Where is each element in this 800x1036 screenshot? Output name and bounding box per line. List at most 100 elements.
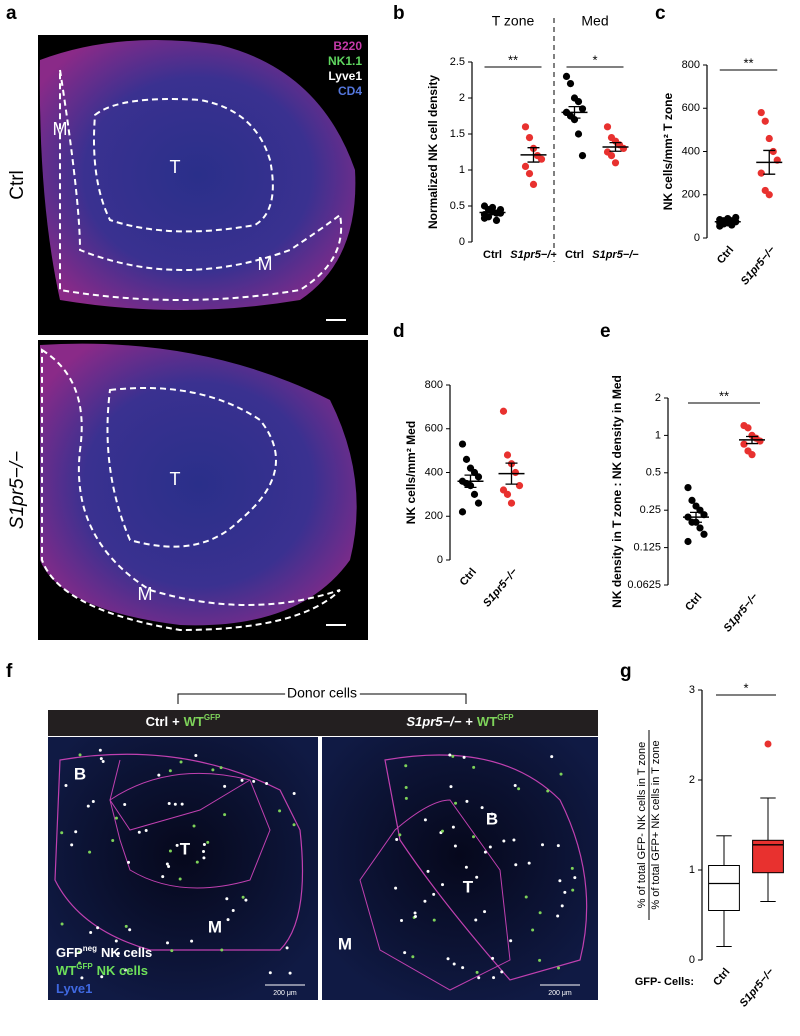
cell [111, 839, 115, 843]
legend-entry: GFPneg NK cells [56, 944, 152, 960]
data-point [611, 159, 620, 167]
y-tick-label: 1 [459, 164, 465, 176]
data-point [488, 203, 497, 212]
y-tick-label: 0 [694, 232, 700, 244]
data-point [525, 134, 534, 142]
cell [550, 755, 554, 759]
y-tick-label: 2 [655, 392, 661, 404]
cell [225, 897, 229, 901]
cell [411, 955, 415, 959]
cell [570, 866, 574, 870]
cell [157, 773, 161, 777]
cell [123, 968, 127, 972]
cell [114, 939, 118, 943]
cell [175, 843, 179, 847]
data-point [716, 222, 724, 230]
x-tick-label: Ctrl [683, 591, 704, 613]
data-point [470, 490, 479, 498]
cell [475, 970, 479, 974]
cell [100, 975, 104, 979]
error-bar [464, 474, 477, 489]
data-point [525, 170, 534, 178]
cell [413, 911, 417, 915]
y-tick-label: 400 [682, 145, 700, 157]
x-tick-label: Ctrl [711, 966, 732, 988]
y-tick-label: 1 [689, 864, 695, 876]
y-tick-label: 0 [459, 236, 465, 248]
error-bar [763, 149, 776, 175]
data-point [578, 105, 587, 113]
data-point [480, 214, 489, 222]
data-point [603, 123, 612, 131]
cell [265, 781, 269, 785]
data-point [474, 499, 483, 507]
row-label: S1pr5−/− [7, 451, 28, 529]
y-tick-label: 0.125 [633, 542, 661, 554]
y-tick-label: 0.0625 [627, 579, 661, 591]
genotype: Ctrl [146, 714, 168, 729]
cell [211, 768, 215, 772]
cell [173, 802, 177, 806]
data-point [765, 191, 773, 199]
y-axis-label: NK cells/mm² T zone [661, 92, 675, 210]
significance-label: * [743, 680, 748, 695]
y-axis-label: Normalized NK cell density [426, 75, 440, 229]
cell [404, 796, 408, 800]
region-label: T [180, 839, 191, 858]
cell [165, 862, 169, 866]
cell [492, 976, 496, 980]
micrograph [48, 737, 318, 1000]
cell [194, 754, 198, 758]
outlier [764, 740, 772, 748]
cell [448, 753, 452, 757]
data-point [688, 496, 696, 504]
panel-label: a [6, 3, 17, 24]
cell [556, 844, 560, 848]
group-title: Med [581, 13, 608, 29]
y-tick-label: 1.5 [450, 128, 465, 140]
cell [64, 784, 68, 788]
cell [540, 843, 544, 847]
legend-entry: B220 [333, 39, 362, 53]
cell [513, 783, 517, 787]
cell [398, 833, 402, 837]
donor-sup: GFP [204, 713, 221, 722]
medulla-outline [59, 69, 343, 301]
medulla-outline [41, 348, 341, 632]
x-tick-label: S1pr5−/− [721, 591, 760, 635]
cell [292, 792, 296, 796]
donor: WT [184, 714, 204, 729]
cell [220, 948, 224, 952]
data-point [607, 152, 616, 160]
data-point [700, 530, 708, 538]
data-point [521, 123, 530, 131]
cell [432, 918, 436, 922]
cell [178, 877, 182, 881]
data-point [474, 473, 483, 481]
data-point [499, 407, 508, 415]
y-tick-label: 1 [655, 429, 661, 441]
cell [423, 818, 427, 822]
cell [101, 760, 105, 764]
cell [556, 914, 560, 918]
cell [202, 842, 206, 846]
header: Ctrl + WTGFP [146, 713, 221, 729]
y-tick-label: 800 [682, 59, 700, 71]
data-point [684, 484, 692, 492]
data-point [574, 130, 583, 138]
legend-entry: CD4 [338, 84, 362, 98]
error-bar [486, 209, 499, 216]
cell [517, 787, 521, 791]
cell [558, 879, 562, 883]
region-outline [109, 759, 251, 831]
data-point [757, 169, 765, 177]
cell [423, 899, 427, 903]
data-point [515, 482, 524, 490]
cell [202, 856, 206, 860]
data-point [562, 72, 571, 80]
legend-entry: Lyve1 [56, 981, 92, 996]
data-point [458, 440, 467, 448]
cell [226, 918, 230, 922]
y-tick-label: 2.5 [450, 56, 465, 68]
